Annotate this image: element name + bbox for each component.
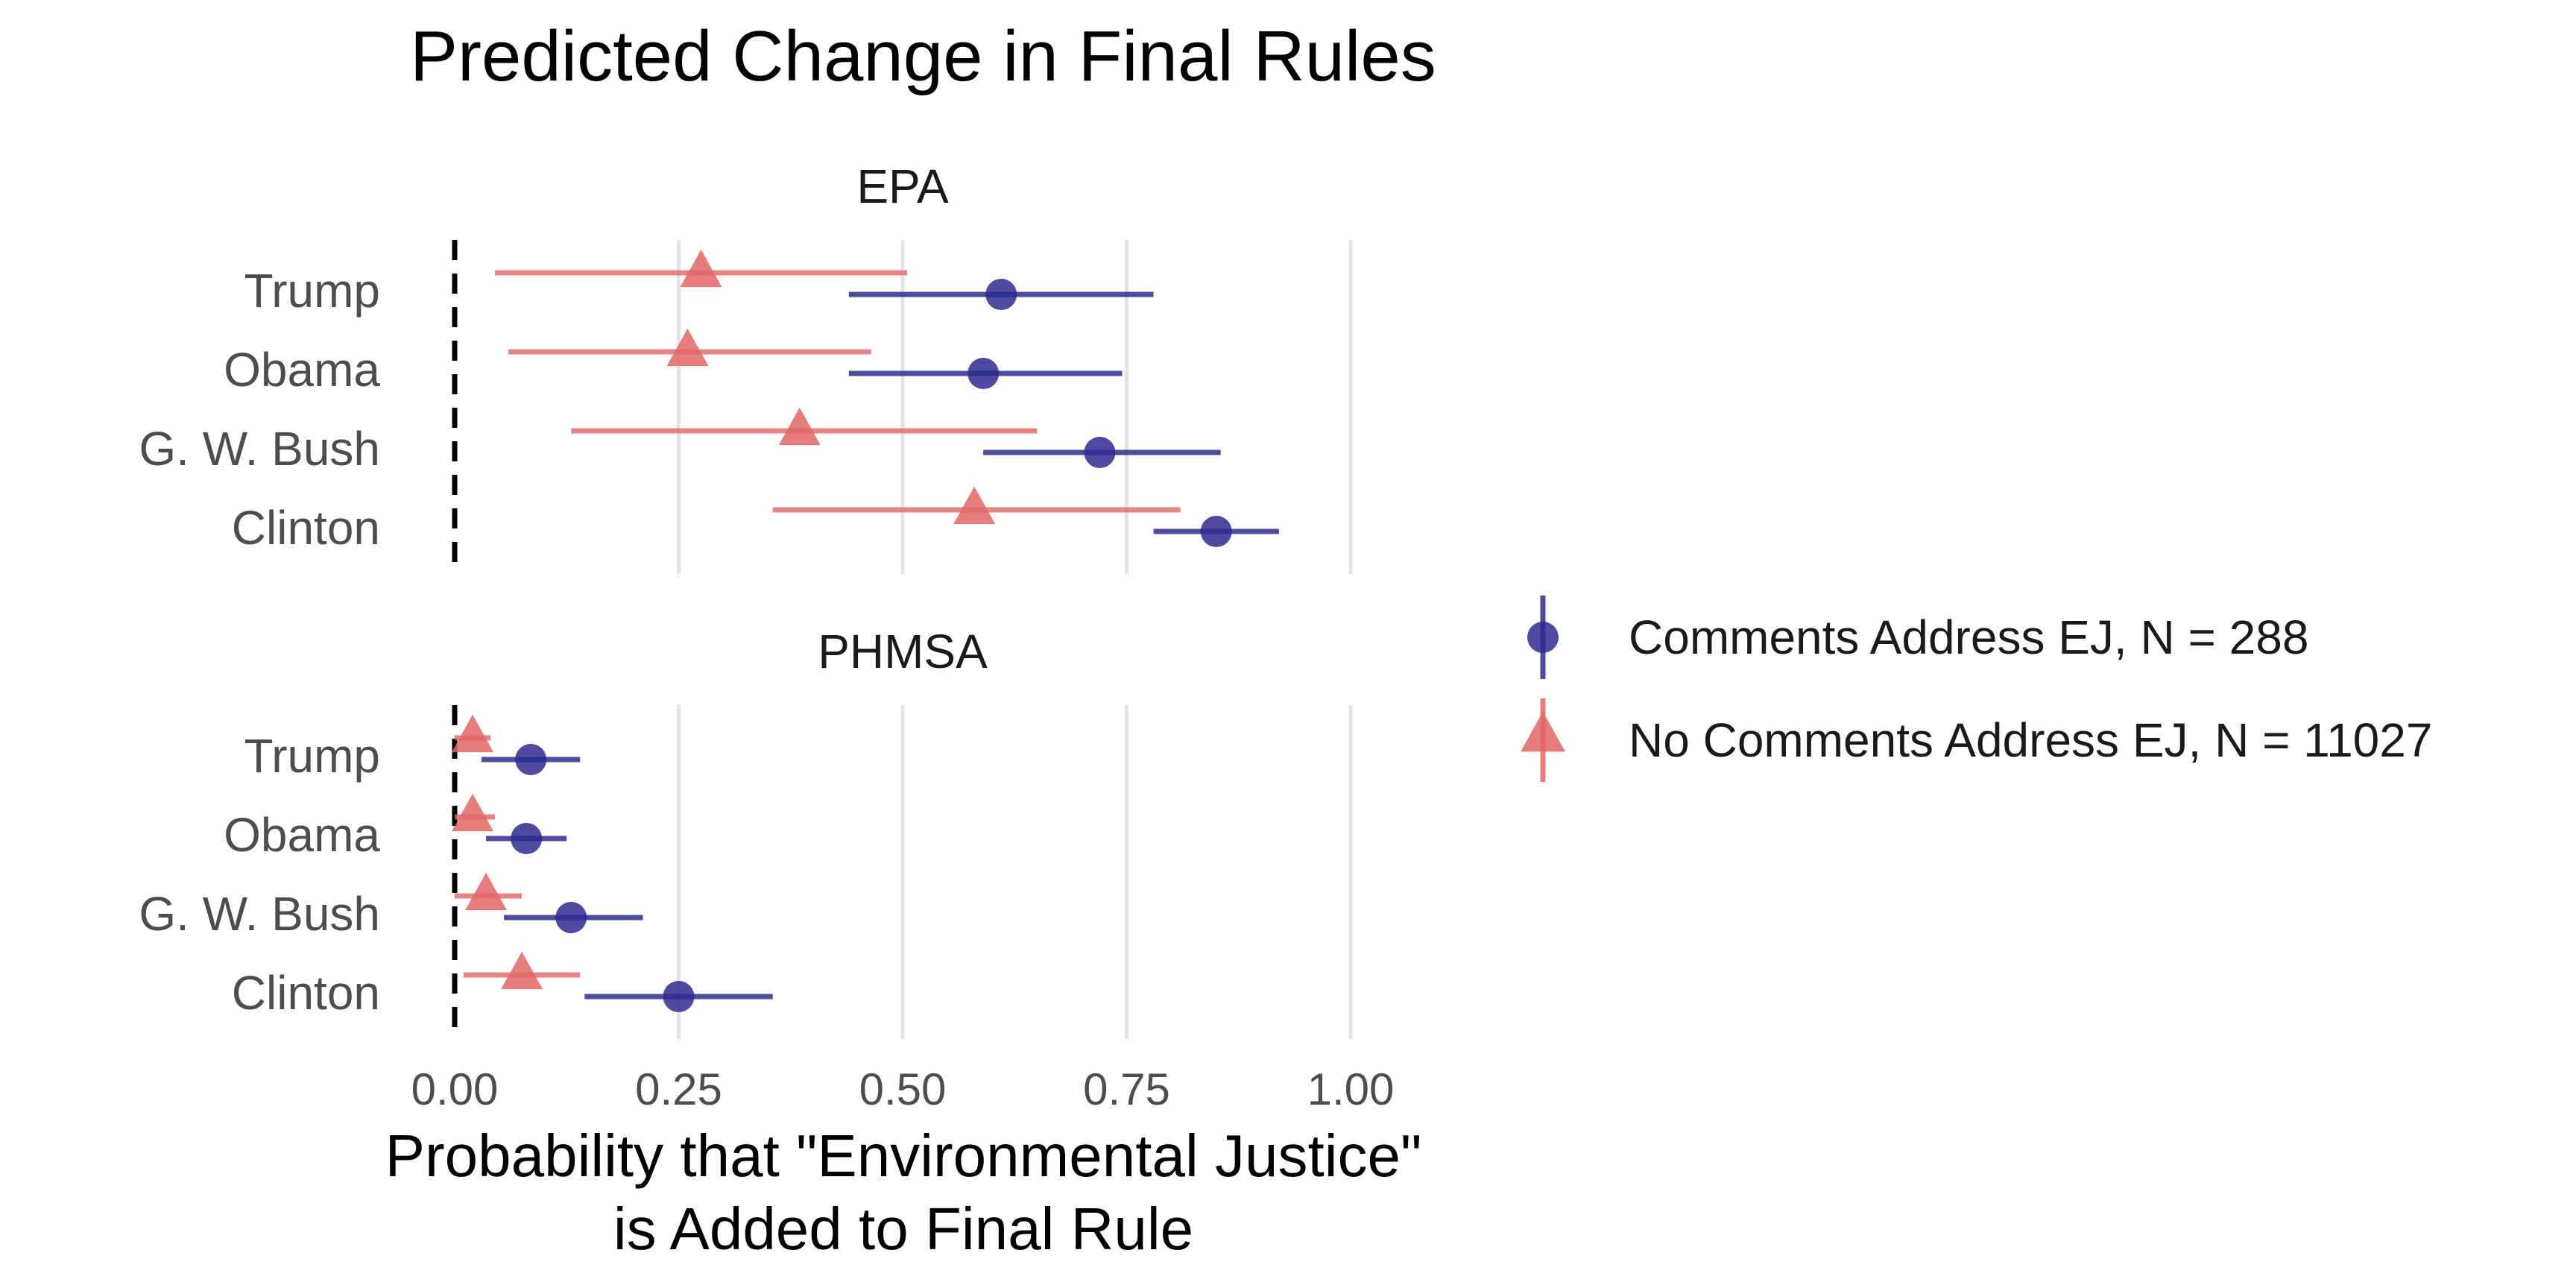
point-circle [1200, 516, 1232, 547]
x-tick-label: 0.50 [859, 1064, 947, 1114]
x-tick-label: 0.00 [411, 1064, 499, 1114]
x-axis: 0.00 0.25 0.50 0.75 1.00 [411, 1064, 1395, 1114]
legend-label: Comments Address EJ, N = 288 [1629, 610, 2308, 664]
y-tick-label: Clinton [232, 501, 380, 555]
point-circle [985, 279, 1017, 310]
panels: EPA Trump Obama G. W. Bush Clinton PHMSA Trump… [139, 160, 1353, 1039]
point-triangle [452, 714, 494, 753]
point-triangle [666, 328, 709, 367]
x-tick-label: 0.25 [635, 1064, 722, 1114]
point-triangle [953, 486, 996, 525]
y-tick-label: Clinton [232, 966, 380, 1020]
x-tick-label: 1.00 [1307, 1064, 1395, 1114]
y-tick-label: Obama [224, 343, 380, 397]
point-circle [967, 358, 1000, 389]
panel-phmsa: PHMSA Trump Obama G. W. Bush Clinton [139, 625, 1353, 1039]
point-circle [555, 902, 587, 933]
legend-key-triangle [1521, 711, 1565, 752]
y-tick-label: Trump [244, 729, 380, 783]
point-triangle [501, 951, 543, 990]
x-axis-label-line-1: Probability that "Environmental Justice" [385, 1123, 1422, 1189]
point-circle [663, 981, 695, 1012]
point-circle [511, 823, 543, 854]
point-triangle [452, 793, 494, 832]
panel-title: PHMSA [818, 625, 988, 678]
legend-item: No Comments Address EJ, N = 11027 [1521, 698, 2432, 782]
y-tick-label: Obama [224, 808, 380, 862]
x-axis-label-line-2: is Added to Final Rule [613, 1196, 1193, 1262]
point-triangle [465, 872, 508, 911]
legend-label: No Comments Address EJ, N = 11027 [1629, 713, 2432, 767]
point-circle [1084, 437, 1116, 468]
point-triangle [778, 407, 821, 446]
legend-item: Comments Address EJ, N = 288 [1527, 596, 2308, 679]
legend-key-circle [1527, 622, 1559, 653]
y-tick-label: G. W. Bush [139, 887, 380, 941]
x-tick-label: 0.75 [1083, 1064, 1170, 1114]
panel-epa: EPA Trump Obama G. W. Bush Clinton [139, 160, 1353, 574]
legend: Comments Address EJ, N = 288 No Comments … [1521, 596, 2432, 782]
y-tick-label: G. W. Bush [139, 422, 380, 476]
chart-title: Predicted Change in Final Rules [410, 16, 1436, 96]
y-tick-label: Trump [244, 264, 380, 318]
point-circle [515, 744, 547, 775]
point-triangle [680, 249, 722, 288]
panel-title: EPA [856, 160, 949, 213]
